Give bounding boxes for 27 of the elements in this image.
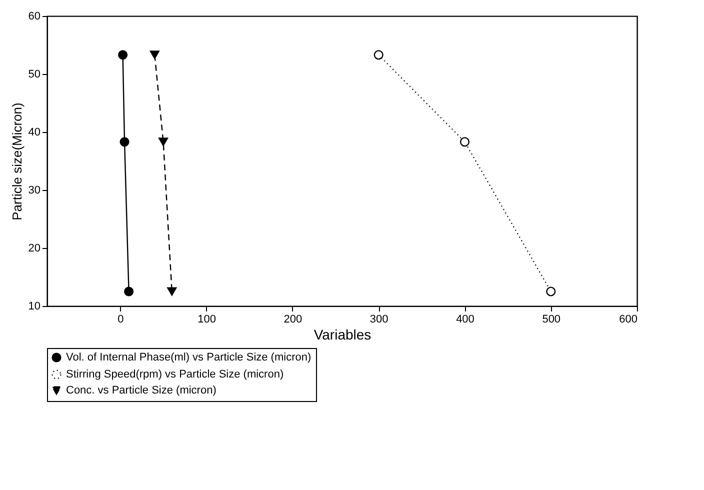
- y-tick-label: 60: [28, 10, 40, 22]
- point: [150, 50, 160, 60]
- point: [118, 50, 128, 60]
- y-tick-label: 10: [28, 300, 40, 312]
- x-tick-label: 200: [284, 314, 302, 326]
- point: [120, 137, 130, 147]
- y-axis-title: Particle size(Micron): [9, 102, 24, 220]
- y-tick-label: 20: [28, 242, 40, 254]
- x-tick-label: 500: [542, 314, 561, 326]
- point: [167, 287, 177, 296]
- x-axis-title: Variables: [314, 326, 372, 342]
- x-tick-label: 100: [198, 314, 216, 326]
- point: [374, 50, 384, 60]
- y-tick-label: 40: [28, 126, 40, 138]
- x-tick-label: 600: [619, 314, 638, 326]
- legend-label: Vol. of Internal Phase(ml) vs Particle Size (micron): [66, 352, 312, 364]
- point: [158, 138, 168, 146]
- point: [546, 286, 556, 296]
- y-tick-label: 50: [28, 68, 40, 80]
- legend-label: Conc. vs Particle Size (micron): [66, 384, 216, 396]
- x-tick-label: 400: [456, 314, 474, 326]
- legend-label: Stirring Speed(rpm) vs Particle Size (micron): [66, 368, 284, 380]
- point: [460, 137, 470, 147]
- y-tick-label: 30: [28, 184, 40, 196]
- x-tick-label: 300: [370, 314, 388, 326]
- x-tick-label: 0: [118, 314, 124, 326]
- point: [124, 286, 134, 296]
